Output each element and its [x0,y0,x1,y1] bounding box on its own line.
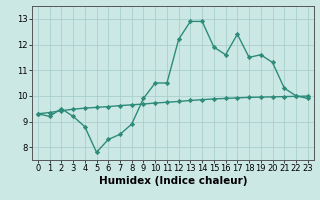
X-axis label: Humidex (Indice chaleur): Humidex (Indice chaleur) [99,176,247,186]
